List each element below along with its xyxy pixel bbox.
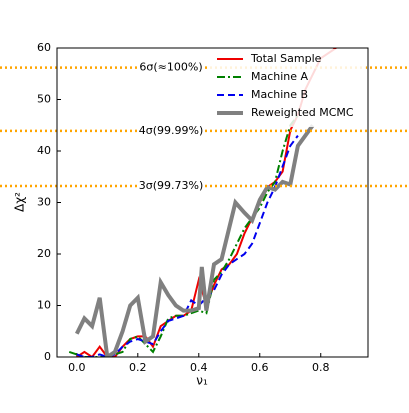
y-tick-label: 10 xyxy=(37,299,51,312)
x-tick-label: 0.8 xyxy=(312,361,330,374)
y-tick-label: 0 xyxy=(44,350,51,363)
x-tick-label: 0.4 xyxy=(190,361,208,374)
x-tick-label: 0.2 xyxy=(129,361,147,374)
plot-area xyxy=(68,48,337,357)
x-tick-label: 0.0 xyxy=(68,361,86,374)
y-axis-label: Δχ² xyxy=(13,192,27,212)
series-line xyxy=(76,135,299,357)
legend-label: Reweighted MCMC xyxy=(251,106,354,119)
series-line xyxy=(75,124,315,357)
legend-label: Total Sample xyxy=(250,52,322,65)
ref-label: 4σ(99.99%) xyxy=(139,124,204,137)
ref-label-bg xyxy=(138,60,204,74)
ref-label-bg xyxy=(137,123,205,137)
legend-label: Machine B xyxy=(251,88,308,101)
ref-label: 6σ(≈100%) xyxy=(139,61,202,74)
y-tick-label: 40 xyxy=(37,144,51,157)
y-tick-label: 50 xyxy=(37,93,51,106)
y-tick-label: 60 xyxy=(37,41,51,54)
plot-frame xyxy=(56,47,369,358)
y-tick-label: 20 xyxy=(37,247,51,260)
ref-label-bg xyxy=(137,179,205,193)
ref-label: 3σ(99.73%) xyxy=(139,179,204,192)
x-axis-label: ν₁ xyxy=(196,374,208,388)
legend-label: Machine A xyxy=(251,70,309,83)
y-tick-label: 30 xyxy=(37,196,51,209)
x-tick-label: 0.6 xyxy=(251,361,269,374)
